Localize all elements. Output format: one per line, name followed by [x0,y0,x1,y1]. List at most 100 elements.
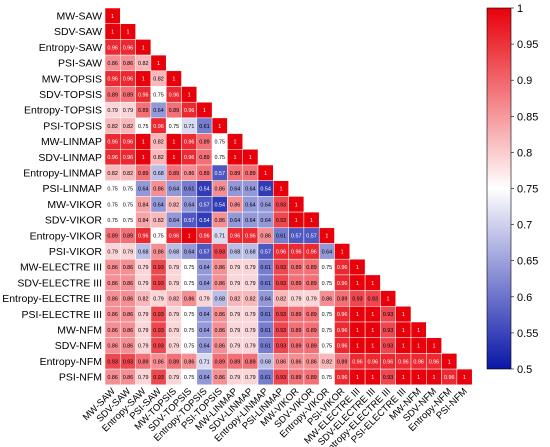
cell-value-label: 0.71 [184,124,195,130]
cell-value-label: 0.93 [276,218,287,224]
cell-value-label: 1 [371,344,374,350]
cell-value-label: 0.86 [107,296,118,302]
cell-value-label: 0.96 [123,139,134,145]
cell-value-label: 0.82 [123,124,134,130]
cell-value-label: 1 [157,61,160,67]
cell-value-label: 1 [341,249,344,255]
cell-value-label: 0.86 [123,375,134,381]
cell-value-label: 0.61 [260,312,271,318]
cell-value-label: 0.93 [383,375,394,381]
cell-value-label: 0.79 [199,296,210,302]
cell-value-label: 0.57 [184,218,195,224]
cell-value-label: 0.64 [184,202,195,208]
cell-value-label: 0.96 [337,344,348,350]
row-label: SDV-ELECTRE III [17,277,102,289]
cell-value-label: 0.89 [306,281,317,287]
cell-value-label: 0.79 [138,312,149,318]
cell-value-label: 0.84 [138,218,149,224]
cell-value-label: 0.86 [215,265,226,271]
cell-value-label: 0.86 [215,187,226,193]
cell-value-label: 0.89 [199,139,210,145]
cell-value-label: 0.79 [169,375,180,381]
cell-value-label: 0.64 [138,187,149,193]
cell-value-label: 0.68 [138,249,149,255]
cell-value-label: 0.96 [169,92,180,98]
cell-value-label: 0.75 [169,124,180,130]
cell-value-label: 0.82 [153,155,164,161]
cell-value-label: 0.93 [215,249,226,255]
cell-value-label: 1 [371,281,374,287]
cell-value-label: 0.96 [153,124,164,130]
cell-value-label: 1 [356,344,359,350]
cell-value-label: 0.61 [276,234,287,240]
cell-value-label: 1 [188,92,191,98]
cell-value-label: 0.64 [245,187,256,193]
cell-value-label: 1 [463,375,466,381]
column-labels: MW-SAWSDV-SAWEntropy-SAWPSI-SAWMW-TOPSIS… [81,386,470,447]
cell-value-label: 1 [432,344,435,350]
cell-value-label: 0.79 [169,312,180,318]
cell-value-label: 0.64 [184,249,195,255]
cell-value-label: 0.57 [291,234,302,240]
cell-value-label: 0.89 [230,171,241,177]
cell-value-label: 0.82 [123,171,134,177]
cell-value-label: 0.79 [230,375,241,381]
cell-value-label: 0.86 [184,359,195,365]
cell-value-label: 0.96 [306,249,317,255]
cell-value-label: 1 [448,359,451,365]
cell-value-label: 0.64 [245,202,256,208]
cell-value-label: 0.89 [306,375,317,381]
row-label: PSI-VIKOR [49,246,103,258]
cell-value-label: 1 [142,45,145,51]
cell-value-label: 0.96 [337,312,348,318]
cell-value-label: 1 [402,344,405,350]
cell-value-label: 1 [218,124,221,130]
cell-value-label: 1 [142,139,145,145]
cell-value-label: 0.79 [153,296,164,302]
row-label: MW-SAW [57,10,103,22]
cell-value-label: 0.79 [230,328,241,334]
cell-value-label: 0.93 [368,296,379,302]
cell-value-label: 0.64 [230,218,241,224]
cell-value-label: 0.79 [291,296,302,302]
heatmap-cell [456,368,473,386]
cell-value-label: 0.89 [138,359,149,365]
cell-value-label: 0.93 [153,344,164,350]
cell-value-label: 0.86 [184,296,195,302]
cell-value-label: 0.79 [138,265,149,271]
colorbar: 1 0.95 0.9 0.85 0.8 0.75 0.7 0.65 0.6 0.55 0.5 [486,3,538,376]
cell-value-label: 0.96 [444,375,455,381]
cell-value-label: 1 [356,312,359,318]
cell-value-label: 0.61 [260,281,271,287]
cell-value-label: 0.96 [383,359,394,365]
colorbar-tick-label: 0.9 [517,75,532,87]
cell-value-label: 0.93 [383,344,394,350]
cell-value-label: 0.75 [107,187,118,193]
cell-value-label: 0.93 [352,296,363,302]
cell-value-label: 0.75 [138,124,149,130]
cell-value-label: 0.64 [199,281,210,287]
cell-value-label: 0.61 [260,265,271,271]
cell-value-label: 0.68 [260,359,271,365]
cell-value-label: 1 [356,265,359,271]
cell-value-label: 0.86 [322,296,333,302]
cell-value-label: 0.64 [199,375,210,381]
cell-value-label: 0.86 [107,281,118,287]
cell-value-label: 0.93 [383,312,394,318]
cell-value-label: 1 [264,171,267,177]
cell-value-label: 0.86 [215,328,226,334]
cell-value-label: 1 [387,296,390,302]
cell-value-label: 0.54 [199,187,210,193]
cell-value-label: 1 [432,375,435,381]
cell-value-label: 0.86 [107,61,118,67]
cell-value-label: 0.75 [123,187,134,193]
cell-value-label: 0.86 [123,61,134,67]
cell-value-label: 0.86 [107,312,118,318]
cell-value-label: 1 [417,344,420,350]
cell-value-label: 1 [203,108,206,114]
cell-value-label: 0.68 [215,296,226,302]
cell-value-label: 0.57 [260,249,271,255]
cell-value-label: 0.68 [245,249,256,255]
cell-value-label: 0.54 [199,218,210,224]
